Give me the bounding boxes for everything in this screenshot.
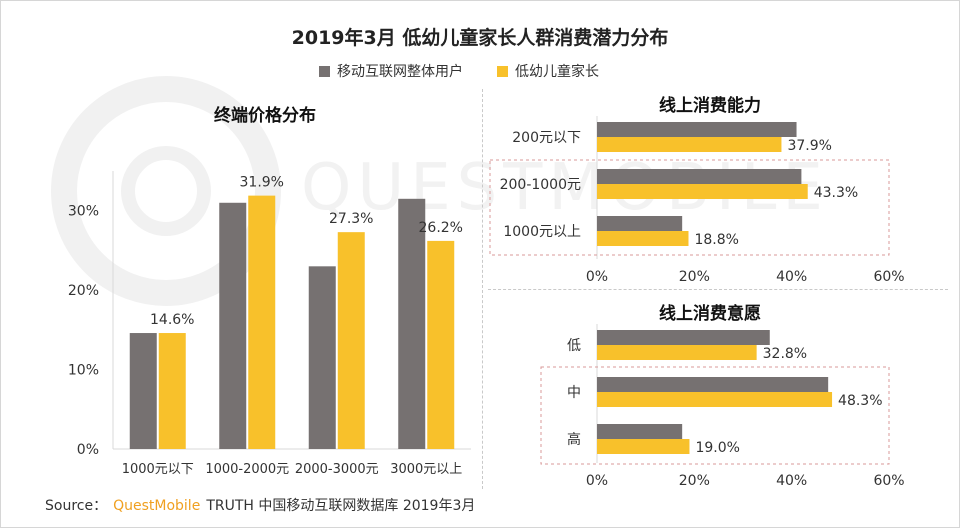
price-data-label: 31.9% — [240, 175, 284, 191]
source-prefix: Source： — [45, 498, 108, 514]
willingness-bar-parents — [597, 345, 757, 360]
price-bar-overall — [398, 198, 426, 449]
price-category-label: 1000-2000元 — [205, 462, 289, 477]
price-data-label: 14.6% — [150, 312, 194, 328]
willingness-bar-overall — [597, 424, 683, 439]
capability-bar-parents — [597, 137, 782, 152]
willingness-bar-parents — [597, 439, 690, 454]
price-category-label: 1000元以下 — [122, 462, 194, 477]
willingness-x-tick-label: 20% — [679, 473, 710, 489]
legend-label-parents: 低幼儿童家长 — [515, 64, 599, 80]
legend-swatch-parents — [497, 65, 508, 77]
price-bar-parents — [248, 195, 276, 449]
willingness-chart-title: 线上消费意愿 — [659, 304, 761, 324]
price-y-tick-label: 30% — [68, 204, 99, 220]
source-brand: QuestMobile — [113, 498, 201, 514]
capability-x-tick-label: 0% — [586, 269, 608, 285]
legend: 移动互联网整体用户 低幼儿童家长 — [319, 61, 599, 81]
capability-category-label: 200-1000元 — [500, 177, 581, 193]
capability-x-tick-label: 40% — [776, 269, 807, 285]
willingness-x-tick-label: 40% — [776, 473, 807, 489]
willingness-bar-parents — [597, 392, 833, 407]
price-category-label: 2000-3000元 — [295, 462, 379, 477]
price-y-tick-label: 20% — [68, 283, 99, 299]
willingness-x-tick-label: 0% — [586, 473, 608, 489]
willingness-data-label: 48.3% — [838, 393, 882, 409]
price-chart-title: 终端价格分布 — [214, 106, 316, 126]
price-y-tick-label: 0% — [77, 442, 99, 458]
price-data-label: 26.2% — [419, 220, 463, 236]
horizontal-divider — [488, 289, 948, 290]
source-line: Source： QuestMobile TRUTH 中国移动互联网数据库 201… — [45, 495, 475, 515]
price-bar-parents — [158, 333, 186, 449]
price-bar-overall — [129, 333, 157, 449]
capability-data-label: 18.8% — [694, 232, 738, 248]
price-y-tick-label: 10% — [68, 363, 99, 379]
willingness-category-label: 高 — [567, 431, 581, 448]
capability-bar-parents — [597, 231, 689, 246]
willingness-bar-overall — [597, 377, 829, 392]
capability-highlight-box — [489, 159, 890, 256]
capability-chart-title: 线上消费能力 — [659, 96, 761, 116]
capability-bar-overall — [597, 122, 797, 137]
capability-data-label: 43.3% — [814, 185, 858, 201]
price-bar-overall — [219, 202, 247, 449]
legend-item-overall: 移动互联网整体用户 — [319, 61, 463, 81]
vertical-divider — [482, 89, 483, 489]
willingness-category-label: 低 — [567, 338, 581, 354]
willingness-data-label: 19.0% — [695, 440, 739, 456]
capability-x-tick-label: 60% — [873, 269, 904, 285]
capability-bar-parents — [597, 184, 808, 199]
willingness-category-label: 中 — [567, 385, 581, 401]
willingness-x-tick-label: 60% — [873, 473, 904, 489]
price-bar-parents — [427, 240, 455, 449]
capability-x-tick-label: 20% — [679, 269, 710, 285]
source-rest: TRUTH 中国移动互联网数据库 2019年3月 — [206, 498, 476, 514]
capability-bar-overall — [597, 216, 683, 231]
legend-item-parents: 低幼儿童家长 — [497, 61, 599, 81]
page-title: 2019年3月 低幼儿童家长人群消费潜力分布 — [291, 27, 669, 49]
price-bar-overall — [308, 266, 336, 449]
price-category-label: 3000元以上 — [390, 462, 462, 477]
capability-category-label: 1000元以上 — [503, 224, 581, 240]
willingness-highlight-box — [540, 366, 890, 465]
capability-category-label: 200元以下 — [512, 130, 581, 146]
capability-data-label: 37.9% — [787, 138, 831, 154]
legend-swatch-overall — [319, 65, 330, 77]
legend-label-overall: 移动互联网整体用户 — [337, 64, 463, 80]
price-bar-parents — [337, 232, 365, 449]
capability-bar-overall — [597, 169, 802, 184]
price-data-label: 27.3% — [329, 211, 373, 227]
willingness-data-label: 32.8% — [763, 346, 807, 362]
willingness-bar-overall — [597, 330, 770, 345]
